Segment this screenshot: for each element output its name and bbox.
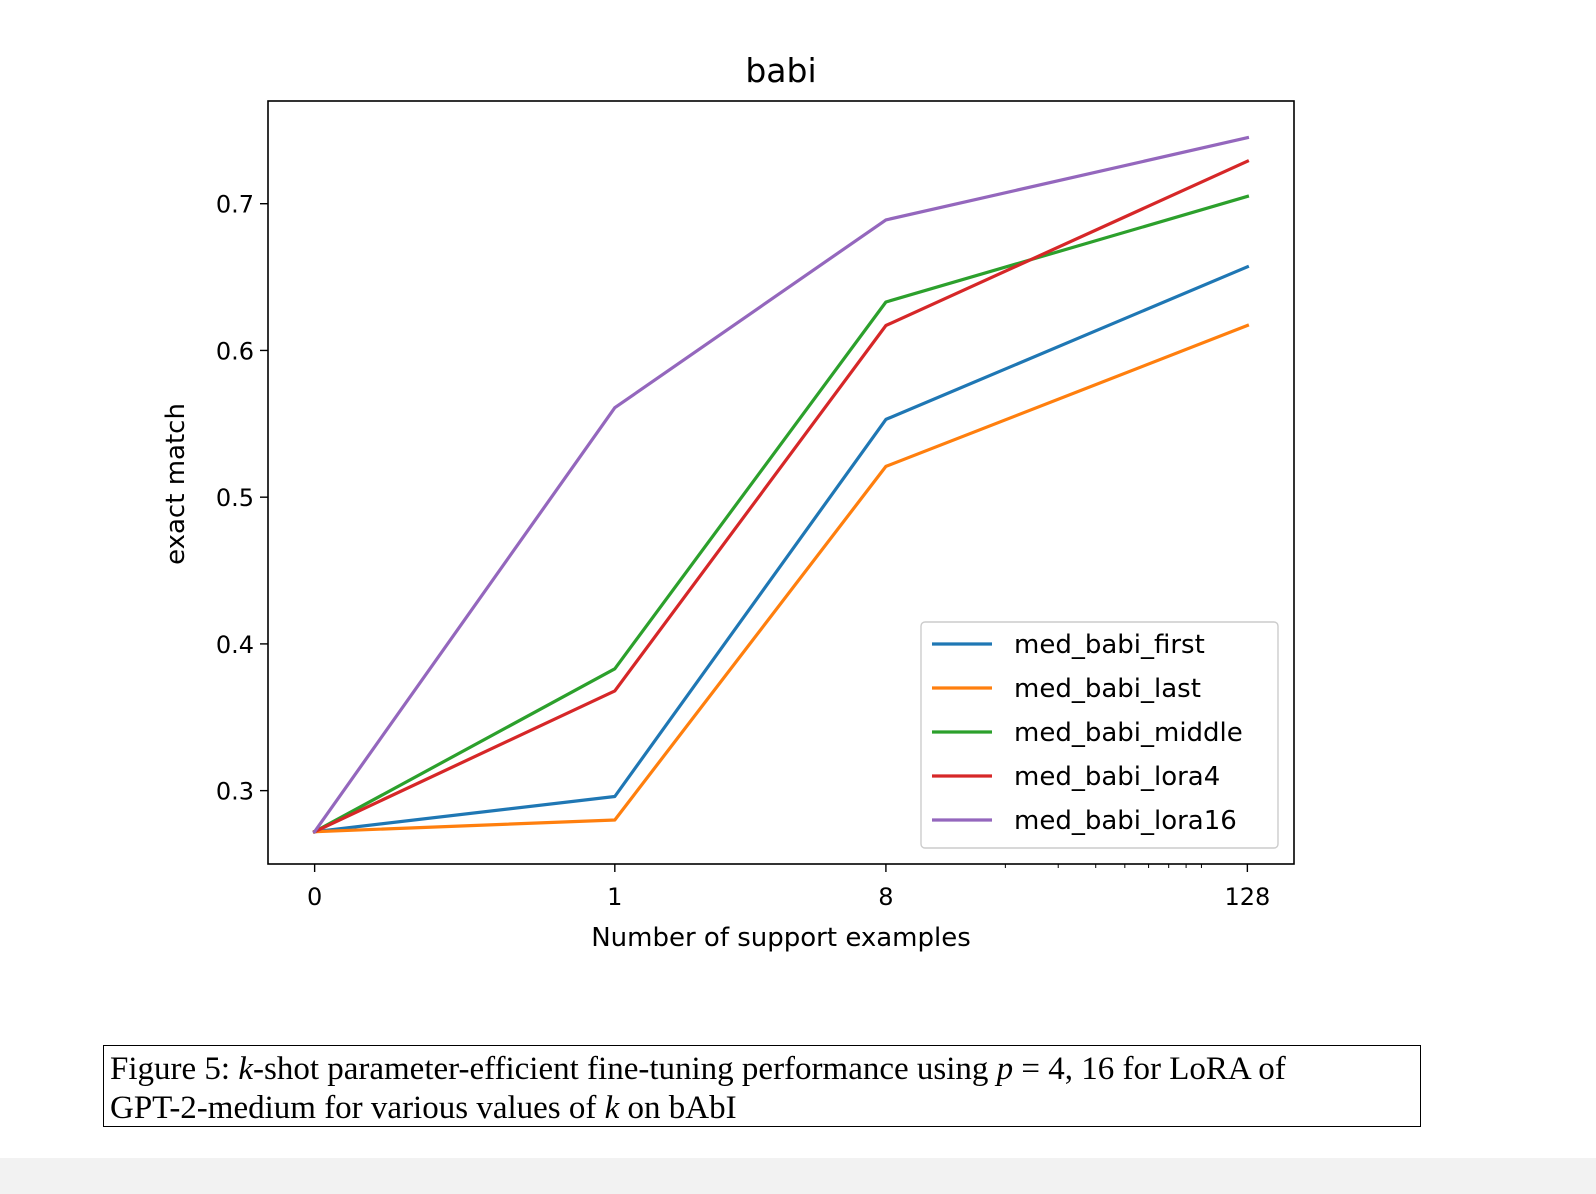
legend-label: med_babi_middle: [1014, 718, 1243, 748]
caption-text-2: = 4, 16 for LoRA of: [1013, 1051, 1286, 1087]
y-tick-label: 0.4: [216, 631, 254, 659]
legend-label: med_babi_lora16: [1014, 806, 1237, 836]
series-line-med_babi_lora4: [312, 159, 1250, 834]
y-axis-label: exact match: [161, 403, 191, 565]
caption-text-3: GPT-2-medium for various values of: [110, 1090, 605, 1126]
series-line-med_babi_middle: [312, 194, 1250, 834]
x-tick-label: 1: [607, 883, 622, 911]
series-line-med_babi_last: [312, 323, 1250, 834]
legend-label: med_babi_first: [1014, 630, 1205, 660]
legend-label: med_babi_lora4: [1014, 762, 1220, 792]
figure-caption: Figure 5: k-shot parameter-efficient fin…: [103, 1045, 1421, 1127]
legend-label: med_babi_last: [1014, 674, 1201, 704]
caption-p-symbol: p: [996, 1051, 1014, 1087]
y-tick-label: 0.6: [216, 337, 254, 365]
plot-frame: [267, 100, 1295, 865]
x-tick-label: 8: [878, 883, 893, 911]
series-line-med_babi_first: [312, 264, 1250, 834]
caption-text-1: -shot parameter-efficient fine-tuning pe…: [252, 1051, 997, 1087]
caption-suffix: on bAbI: [619, 1090, 737, 1126]
caption-k-symbol: k: [238, 1051, 253, 1087]
chart-title: babi: [745, 51, 816, 90]
y-tick-label: 0.5: [216, 484, 254, 512]
x-tick-label: 0: [307, 883, 322, 911]
plot-area: 0.3 0.4 0.5 0.6 0.7 0 1 8 128 med_babi_first med_b…: [216, 100, 1295, 911]
y-tick-label: 0.7: [216, 191, 254, 219]
caption-k-symbol-2: k: [604, 1090, 620, 1126]
page-footer-strip: [0, 1158, 1596, 1194]
legend-box: [920, 621, 1279, 849]
y-tick-label: 0.3: [216, 778, 254, 806]
x-axis-label: Number of support examples: [591, 923, 971, 953]
x-tick-label: 128: [1224, 883, 1270, 911]
caption-prefix: Figure 5:: [110, 1051, 239, 1087]
series-line-med_babi_lora16: [312, 135, 1250, 834]
